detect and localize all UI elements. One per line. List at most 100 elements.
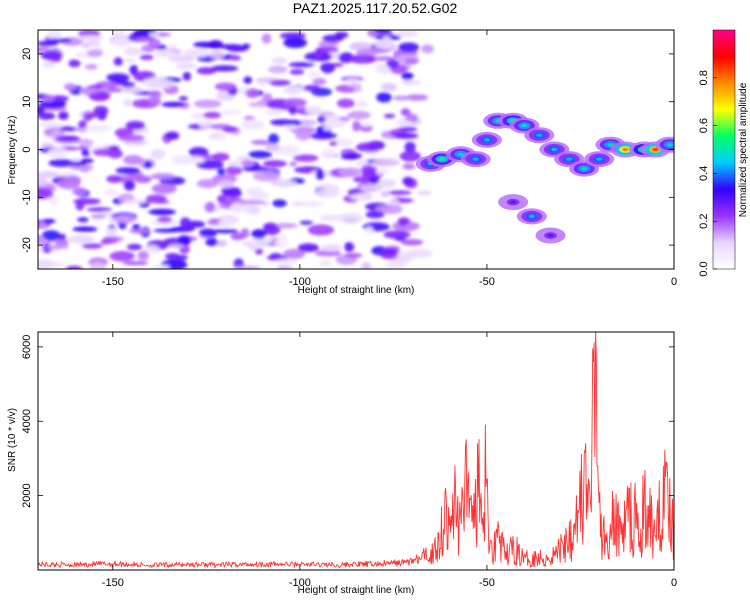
noise-blob bbox=[315, 48, 324, 59]
noise-blob bbox=[144, 244, 159, 252]
noise-blob bbox=[395, 30, 419, 38]
noise-blob bbox=[295, 129, 312, 141]
snr-series-line bbox=[38, 332, 674, 568]
noise-blob bbox=[80, 138, 93, 148]
noise-blob bbox=[137, 250, 149, 261]
noise-blob bbox=[81, 43, 92, 48]
noise-blob bbox=[121, 86, 144, 94]
secondary-track-blob bbox=[528, 214, 535, 218]
noise-blob bbox=[269, 79, 292, 86]
noise-blob bbox=[274, 223, 298, 229]
noise-blob bbox=[308, 70, 321, 79]
signal-track-blob bbox=[607, 143, 614, 147]
noise-blob bbox=[353, 86, 363, 93]
noise-blob bbox=[196, 159, 224, 170]
noise-blob bbox=[41, 230, 61, 241]
noise-blob bbox=[124, 199, 148, 204]
noise-blob bbox=[78, 120, 88, 129]
noise-blob bbox=[179, 217, 192, 229]
noise-blob bbox=[168, 244, 185, 249]
noise-blob bbox=[271, 57, 288, 64]
noise-blob bbox=[293, 154, 319, 162]
noise-blob bbox=[303, 84, 321, 92]
noise-blob bbox=[113, 57, 124, 66]
snr-frame bbox=[37, 331, 675, 571]
noise-blob bbox=[374, 30, 392, 34]
noise-blob bbox=[318, 40, 339, 48]
spectrogram-x-tick-label: -100 bbox=[289, 276, 311, 288]
noise-blob bbox=[204, 201, 216, 213]
noise-blob bbox=[275, 237, 289, 249]
noise-blob bbox=[230, 232, 245, 241]
noise-blob bbox=[129, 227, 152, 234]
noise-blob bbox=[288, 62, 315, 68]
noise-blob bbox=[135, 36, 152, 43]
colorbar-frame bbox=[712, 29, 736, 270]
noise-blob bbox=[263, 160, 287, 168]
noise-blob bbox=[43, 94, 55, 103]
noise-blob bbox=[274, 258, 298, 264]
noise-blob bbox=[352, 120, 361, 132]
snr-panel: -150 -100 -50 0 2000 4000 6000 Height of stra… bbox=[7, 331, 677, 596]
noise-blob bbox=[42, 61, 56, 68]
noise-blob bbox=[284, 124, 299, 130]
noise-blob bbox=[42, 242, 52, 254]
noise-blob bbox=[276, 265, 293, 269]
noise-blob bbox=[383, 230, 411, 239]
noise-blob bbox=[217, 167, 226, 176]
noise-blob bbox=[124, 180, 135, 191]
noise-blob bbox=[148, 96, 162, 106]
noise-blob bbox=[241, 159, 255, 168]
noise-blob bbox=[274, 145, 301, 157]
noise-blob bbox=[355, 142, 382, 152]
noise-blob bbox=[250, 139, 272, 145]
noise-blob bbox=[305, 105, 323, 115]
snr-x-label: Height of straight line (km) bbox=[298, 585, 415, 596]
noise-blob bbox=[338, 167, 363, 178]
noise-blob bbox=[238, 199, 266, 205]
noise-blob bbox=[421, 44, 434, 54]
noise-blob bbox=[283, 85, 302, 95]
noise-blob bbox=[222, 188, 242, 198]
noise-blob bbox=[402, 176, 414, 186]
noise-blob bbox=[92, 148, 119, 157]
noise-blob bbox=[38, 122, 64, 128]
noise-blob bbox=[113, 214, 137, 224]
noise-blob bbox=[199, 120, 210, 125]
noise-blob bbox=[374, 40, 396, 49]
noise-blob bbox=[404, 141, 416, 153]
noise-blob bbox=[171, 155, 195, 165]
noise-blob bbox=[42, 218, 56, 224]
noise-blob bbox=[358, 184, 383, 192]
noise-blob bbox=[322, 34, 344, 43]
noise-blob bbox=[317, 115, 326, 124]
noise-blob bbox=[73, 198, 101, 205]
noise-blob bbox=[145, 194, 167, 204]
noise-blob bbox=[211, 65, 239, 72]
noise-blob bbox=[299, 220, 313, 225]
noise-blob bbox=[344, 253, 363, 258]
noise-blob bbox=[249, 236, 273, 246]
colorbar-tick-label: 0.0 bbox=[698, 261, 710, 276]
noise-blob bbox=[243, 115, 255, 121]
noise-blob bbox=[148, 32, 160, 38]
noise-blob bbox=[178, 96, 188, 101]
noise-blob bbox=[365, 226, 374, 235]
noise-blob bbox=[361, 262, 372, 269]
noise-blob bbox=[77, 217, 89, 223]
noise-blob bbox=[154, 50, 175, 58]
noise-blob bbox=[157, 216, 172, 223]
noise-blob bbox=[150, 148, 166, 160]
noise-blob bbox=[153, 228, 180, 233]
noise-blob bbox=[261, 33, 272, 44]
spectrogram-signal-layer bbox=[415, 112, 674, 244]
noise-blob bbox=[323, 125, 332, 131]
colorbar-gradient bbox=[713, 30, 735, 269]
noise-blob bbox=[83, 112, 101, 118]
noise-blob bbox=[124, 47, 143, 56]
noise-blob bbox=[148, 38, 161, 49]
spectrogram-y-ticks: -20 -10 0 10 20 bbox=[21, 48, 674, 253]
noise-blob bbox=[365, 210, 385, 219]
noise-blob bbox=[375, 169, 388, 175]
noise-blob bbox=[279, 32, 306, 40]
